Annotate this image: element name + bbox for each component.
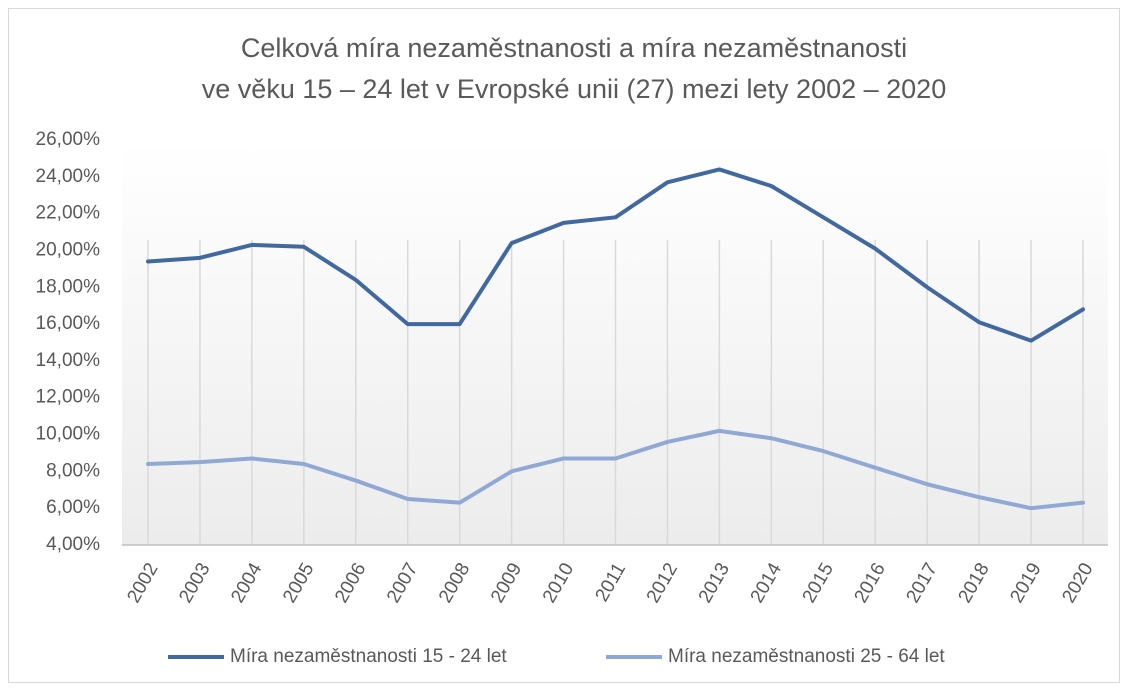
y-tick-label: 12,00% bbox=[36, 387, 101, 408]
y-tick-label: 4,00% bbox=[46, 534, 100, 555]
series-line bbox=[146, 167, 1085, 343]
y-tick-label: 10,00% bbox=[36, 424, 101, 445]
y-tick-label: 26,00% bbox=[36, 129, 101, 150]
y-tick-label: 6,00% bbox=[46, 497, 100, 518]
series-line bbox=[146, 428, 1085, 511]
legend-label: Míra nezaměstnanosti 25 - 64 let bbox=[668, 646, 945, 667]
y-tick-label: 22,00% bbox=[36, 203, 101, 224]
chart-title: Celková míra nezaměstnanosti a míra neza… bbox=[241, 33, 907, 63]
y-tick-label: 24,00% bbox=[36, 166, 101, 187]
chart-title: ve věku 15 – 24 let v Evropské unii (27)… bbox=[202, 74, 946, 104]
y-tick-label: 18,00% bbox=[36, 276, 101, 297]
y-tick-label: 14,00% bbox=[36, 350, 101, 371]
legend-label: Míra nezaměstnanosti 15 - 24 let bbox=[230, 646, 507, 667]
y-tick-label: 8,00% bbox=[46, 460, 100, 481]
y-tick-label: 16,00% bbox=[36, 313, 101, 334]
y-tick-label: 20,00% bbox=[36, 239, 101, 260]
